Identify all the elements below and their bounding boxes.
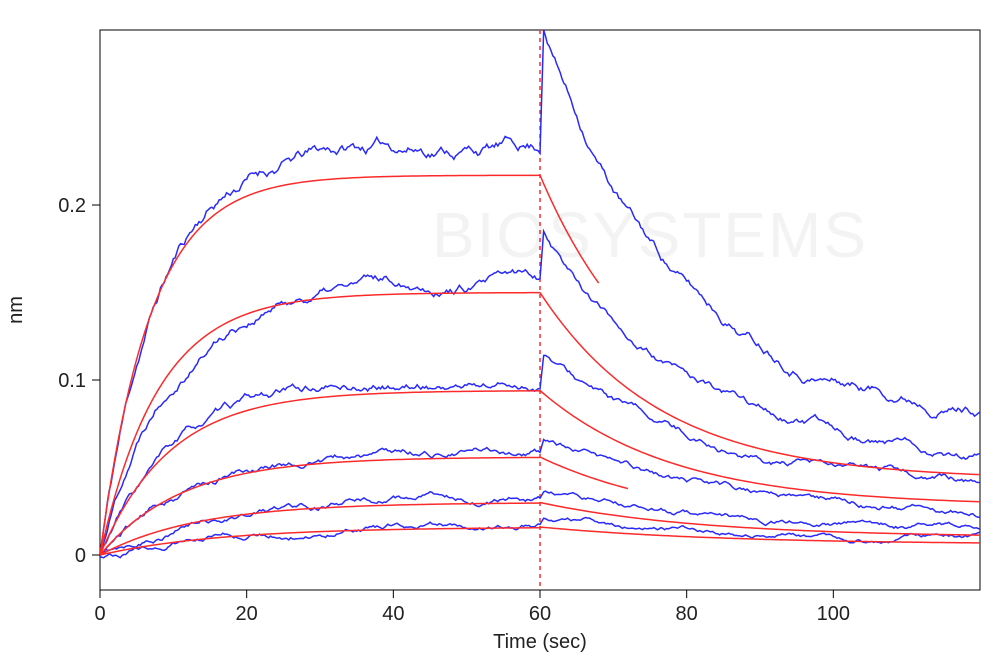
x-tick-label: 60 [529,603,551,625]
fit-assoc-6 [100,528,540,555]
fit-assoc-4 [100,457,540,555]
x-tick-label: 0 [94,603,105,625]
fit-dissoc-5 [540,503,980,536]
watermark-text: BIOSYSTEMS [432,199,868,271]
y-tick-label: 0.1 [58,370,86,392]
y-tick-label: 0 [75,545,86,567]
x-tick-label: 20 [236,603,258,625]
x-tick-label: 80 [676,603,698,625]
y-axis-label: nm [5,296,27,324]
y-tick-label: 0.2 [58,195,86,217]
x-tick-label: 100 [817,603,850,625]
fit-dissoc-2 [540,293,980,475]
fit-assoc-2 [100,293,540,555]
fit-dissoc-4 [540,457,628,489]
chart-container: BIOSYSTEMS 0 20 40 60 80 100 0 0.1 0.2 Time (sec) n… [0,0,1000,669]
binding-kinetics-chart: BIOSYSTEMS 0 20 40 60 80 100 0 0.1 0.2 Time (sec) n… [0,0,1000,669]
x-axis-label: Time (sec) [493,631,587,653]
x-tick-label: 40 [382,603,404,625]
